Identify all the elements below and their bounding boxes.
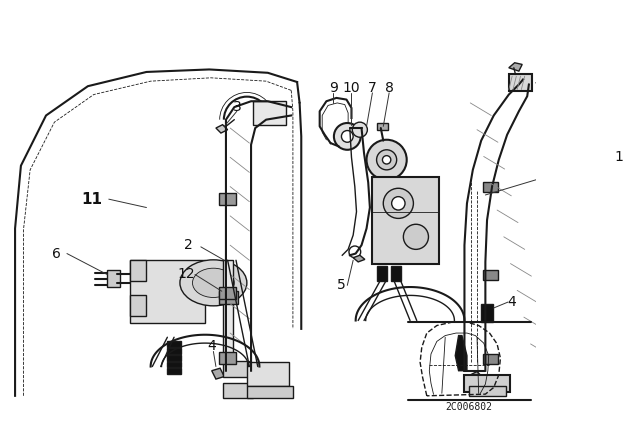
- Ellipse shape: [193, 268, 234, 297]
- Text: 4: 4: [508, 295, 516, 309]
- Polygon shape: [470, 371, 483, 381]
- Polygon shape: [455, 336, 467, 370]
- Bar: [247, 362, 289, 386]
- Text: 5: 5: [337, 278, 346, 293]
- Polygon shape: [216, 125, 228, 133]
- Circle shape: [403, 224, 428, 250]
- Text: 10: 10: [342, 81, 360, 95]
- Circle shape: [352, 122, 367, 137]
- Bar: [220, 352, 236, 364]
- Circle shape: [367, 140, 406, 180]
- Bar: [481, 304, 493, 322]
- Circle shape: [383, 188, 413, 219]
- Text: 3: 3: [232, 100, 241, 114]
- Bar: [107, 270, 120, 287]
- Bar: [130, 295, 147, 316]
- Bar: [247, 386, 293, 398]
- Bar: [376, 266, 387, 281]
- Bar: [168, 348, 180, 354]
- Bar: [220, 287, 236, 299]
- Bar: [220, 291, 237, 304]
- Text: 4: 4: [207, 339, 216, 353]
- Text: 8: 8: [385, 81, 394, 95]
- Text: 11: 11: [81, 192, 102, 207]
- Polygon shape: [212, 368, 224, 379]
- Bar: [483, 270, 498, 280]
- Bar: [223, 383, 253, 398]
- Bar: [253, 101, 286, 125]
- Bar: [168, 341, 180, 347]
- Text: 12: 12: [177, 267, 195, 281]
- Bar: [376, 123, 388, 130]
- Bar: [483, 182, 498, 193]
- Bar: [130, 260, 147, 281]
- Text: 9: 9: [328, 81, 337, 95]
- Bar: [372, 177, 439, 264]
- Text: 2: 2: [184, 238, 193, 252]
- Bar: [223, 361, 248, 377]
- Bar: [130, 260, 205, 323]
- Text: 1: 1: [615, 151, 624, 164]
- Bar: [168, 362, 180, 367]
- Circle shape: [383, 155, 391, 164]
- Bar: [509, 74, 532, 91]
- Circle shape: [334, 123, 361, 150]
- Circle shape: [392, 197, 405, 210]
- Circle shape: [349, 246, 361, 258]
- Bar: [223, 260, 234, 361]
- Text: 7: 7: [368, 81, 377, 95]
- Polygon shape: [353, 255, 365, 262]
- Bar: [468, 386, 506, 396]
- Bar: [465, 375, 511, 392]
- Text: 2C006802: 2C006802: [445, 402, 492, 412]
- Bar: [391, 266, 401, 281]
- Bar: [168, 368, 180, 374]
- Polygon shape: [509, 63, 522, 71]
- Bar: [220, 193, 236, 205]
- Circle shape: [341, 130, 353, 142]
- Text: 6: 6: [52, 246, 61, 261]
- Ellipse shape: [180, 260, 247, 306]
- Bar: [168, 355, 180, 361]
- Bar: [483, 354, 498, 364]
- Circle shape: [376, 150, 397, 170]
